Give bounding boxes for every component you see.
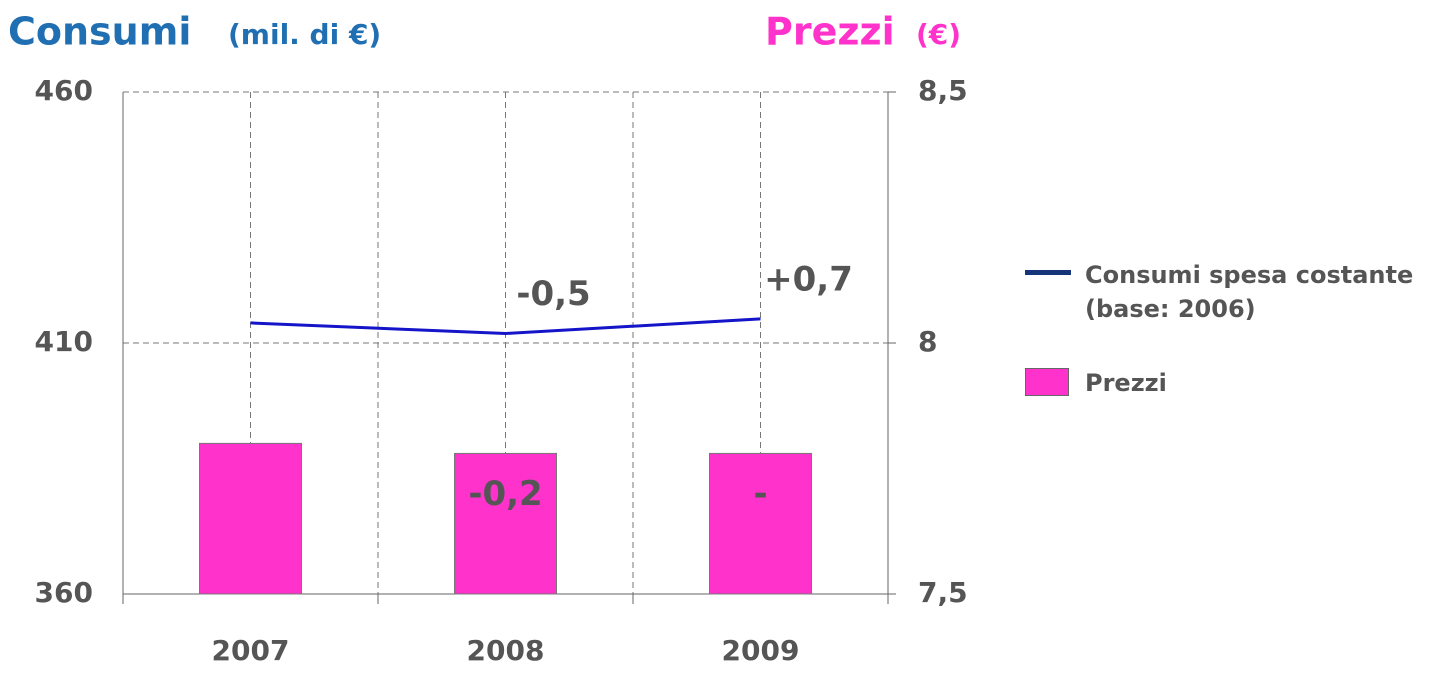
legend-swatch [1025,368,1069,396]
x-tick-label: 2007 [212,634,290,667]
legend-entry: Prezzi [1025,366,1445,400]
y-tick-label: 410 [35,325,93,358]
y2-tick-label: 7,5 [918,576,968,609]
y-tick-label: 460 [35,74,93,107]
y2-tick-label: 8 [918,325,937,358]
y-tick-label: 360 [35,576,93,609]
x-tick-label: 2008 [467,634,545,667]
y2-tick-label: 8,5 [918,74,968,107]
legend-label: Prezzi [1085,369,1167,397]
legend-label: Consumi spesa costante (base: 2006) [1085,261,1414,323]
y2-unit: (€) [916,18,961,51]
legend-swatch [1025,270,1071,275]
change-label: -0,5 [516,274,590,314]
y-unit: (mil. di €) [228,18,381,51]
legend-entry: Consumi spesa costante (base: 2006) [1025,258,1445,326]
bar [199,442,302,595]
bar [454,452,557,595]
bar [709,452,812,595]
change-label: +0,7 [764,259,853,299]
x-tick-label: 2009 [722,634,800,667]
y-title: Consumi [8,10,191,54]
change-label: - [753,474,767,514]
y2-title: Prezzi [765,10,895,54]
line [250,317,761,335]
change-label: -0,2 [468,474,542,514]
